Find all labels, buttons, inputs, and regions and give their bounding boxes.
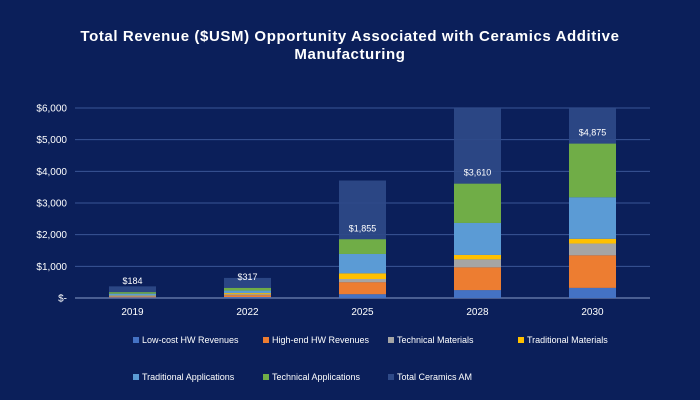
- segment-traditional-applications: [454, 222, 501, 255]
- x-tick-label: 2022: [236, 307, 259, 318]
- legend-swatch: [388, 337, 394, 343]
- legend-swatch: [518, 337, 524, 343]
- legend-swatch: [133, 374, 139, 380]
- data-label: $3,610: [464, 168, 492, 178]
- segment-low-cost-hw-revenues: [224, 297, 271, 298]
- segment-high-end-hw-revenues: [454, 267, 501, 291]
- legend-swatch: [133, 337, 139, 343]
- segment-traditional-materials: [569, 238, 616, 244]
- legend-swatch: [388, 374, 394, 380]
- segment-high-end-hw-revenues: [569, 255, 616, 288]
- segment-low-cost-hw-revenues: [569, 287, 616, 298]
- x-tick-label: 2025: [351, 307, 374, 318]
- segment-technical-materials: [569, 243, 616, 256]
- legend-label: High-end HW Revenues: [272, 335, 370, 345]
- segment-technical-applications: [109, 292, 156, 294]
- segment-low-cost-hw-revenues: [339, 294, 386, 298]
- bars-group: [109, 108, 616, 298]
- chart-title: Total Revenue ($USM) Opportunity Associa…: [80, 28, 620, 63]
- segment-low-cost-hw-revenues: [454, 290, 501, 298]
- y-tick-label: $4,000: [36, 167, 67, 178]
- y-tick-label: $5,000: [36, 135, 67, 146]
- legend-label: Low-cost HW Revenues: [142, 335, 239, 345]
- y-tick-label: $3,000: [36, 199, 67, 210]
- segment-technical-materials: [454, 259, 501, 268]
- segment-traditional-materials: [224, 293, 271, 295]
- segment-technical-applications: [454, 183, 501, 223]
- legend-label: Traditional Applications: [142, 372, 235, 382]
- segment-traditional-applications: [109, 293, 156, 296]
- legend-swatch: [263, 374, 269, 380]
- legend-label: Technical Applications: [272, 372, 361, 382]
- data-label: $1,855: [349, 223, 377, 233]
- legend-label: Technical Materials: [397, 335, 474, 345]
- data-label: $184: [122, 276, 142, 286]
- segment-traditional-materials: [454, 254, 501, 260]
- segment-high-end-hw-revenues: [109, 296, 156, 298]
- segment-traditional-materials: [339, 273, 386, 279]
- segment-high-end-hw-revenues: [339, 282, 386, 295]
- legend-swatch: [263, 337, 269, 343]
- segment-high-end-hw-revenues: [224, 295, 271, 298]
- x-tick-label: 2019: [121, 307, 144, 318]
- segment-technical-applications: [569, 143, 616, 198]
- segment-traditional-applications: [224, 290, 271, 294]
- x-tick-label: 2028: [466, 307, 489, 318]
- y-tick-label: $2,000: [36, 230, 67, 241]
- y-tick-label: $1,000: [36, 262, 67, 273]
- legend-label: Traditional Materials: [527, 335, 608, 345]
- legend-label: Total Ceramics AM: [397, 372, 472, 382]
- segment-technical-applications: [339, 239, 386, 254]
- segment-technical-materials: [224, 294, 271, 296]
- segment-technical-applications: [224, 287, 271, 291]
- segment-low-cost-hw-revenues: [109, 297, 156, 298]
- segment-technical-materials: [339, 279, 386, 283]
- y-tick-label: $6,000: [36, 104, 67, 115]
- segment-traditional-applications: [339, 253, 386, 274]
- data-label: $317: [237, 272, 257, 282]
- data-label: $4,875: [579, 128, 607, 138]
- y-tick-label: $-: [58, 294, 67, 305]
- x-tick-label: 2030: [581, 307, 604, 318]
- segment-traditional-applications: [569, 197, 616, 239]
